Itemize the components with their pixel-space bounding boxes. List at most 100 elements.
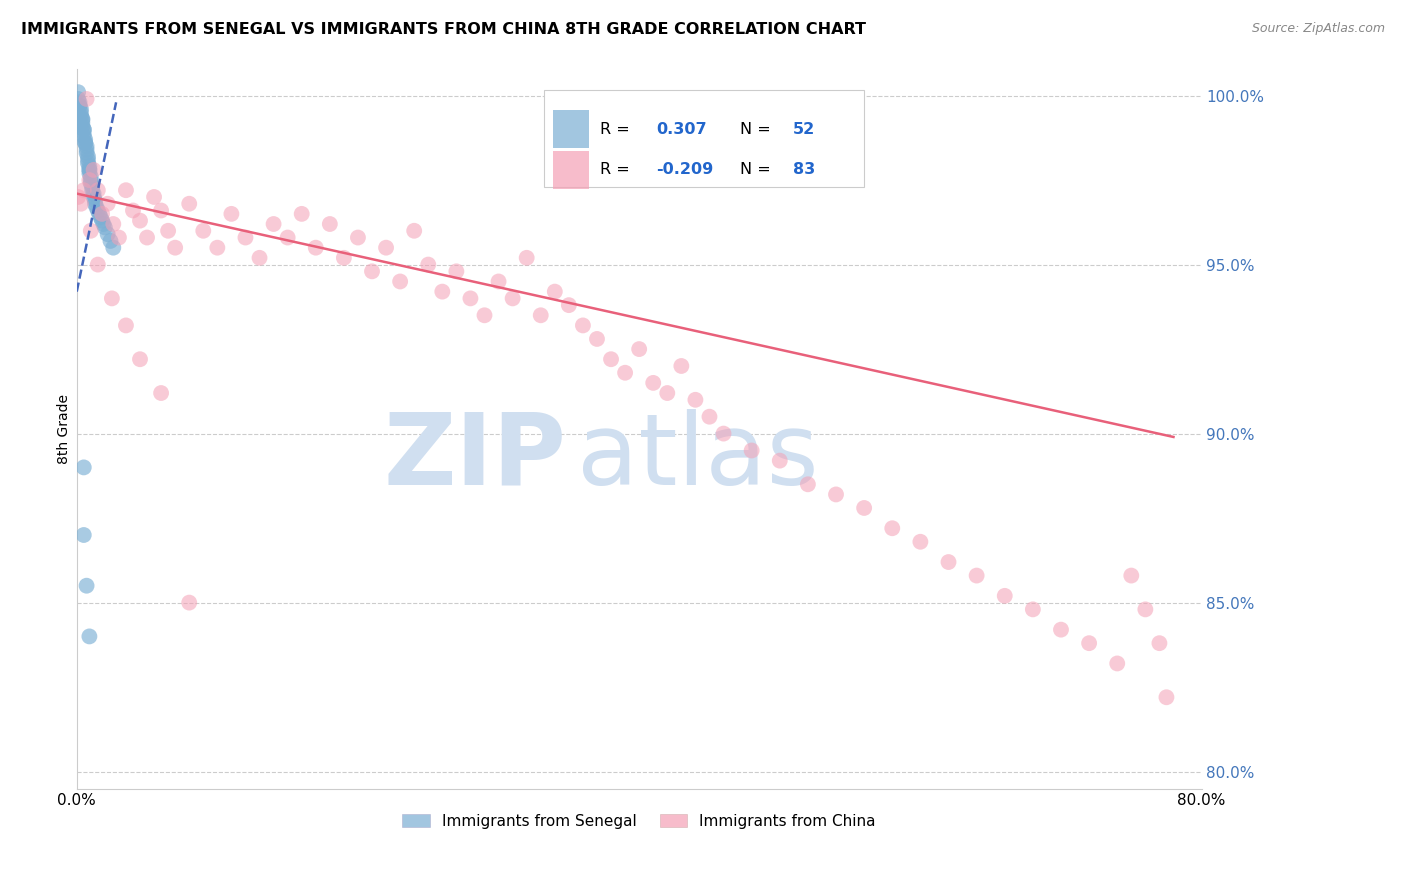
Point (938, 555, 960, 569)
Point (77, 149, 100, 163)
Point (91, 207, 114, 221)
Point (70, 105, 93, 120)
Point (277, 230, 299, 244)
Point (966, 568, 988, 582)
Point (87, 183, 110, 197)
Point (103, 241, 125, 255)
Point (671, 359, 693, 373)
Point (136, 230, 159, 244)
Point (70, 196, 93, 211)
Point (84, 194, 107, 208)
Point (91, 213, 114, 227)
Point (84, 196, 107, 211)
Point (75, 136, 97, 150)
Point (86, 200, 108, 214)
Point (70, 102, 93, 116)
FancyBboxPatch shape (544, 90, 865, 187)
Point (73, 183, 96, 197)
Point (72, 115, 94, 129)
Point (72, 112, 94, 127)
Point (699, 409, 721, 424)
Point (80, 173, 103, 187)
FancyBboxPatch shape (553, 151, 589, 188)
Point (1078, 636, 1101, 650)
Point (544, 285, 567, 299)
Point (207, 241, 229, 255)
Point (614, 366, 637, 380)
Point (90, 211, 112, 225)
Point (516, 251, 538, 265)
Point (713, 426, 735, 441)
Point (825, 487, 848, 501)
Point (115, 183, 138, 197)
Point (87, 258, 110, 272)
Point (76, 143, 98, 157)
Point (1121, 568, 1143, 582)
Point (103, 217, 125, 231)
Point (333, 251, 356, 265)
Point (93, 217, 115, 231)
Text: ZIP: ZIP (384, 409, 567, 506)
Text: N =: N = (741, 162, 776, 178)
Point (87, 203, 110, 218)
Point (97, 196, 120, 211)
Point (79, 166, 101, 180)
Point (375, 241, 398, 255)
Text: atlas: atlas (578, 409, 818, 506)
FancyBboxPatch shape (553, 111, 589, 148)
Point (741, 443, 763, 458)
Point (80, 177, 103, 191)
Point (502, 292, 524, 306)
Point (1107, 657, 1129, 671)
Point (72, 112, 94, 127)
Point (150, 203, 173, 218)
Point (79, 163, 101, 178)
Point (73, 126, 96, 140)
Point (685, 392, 707, 407)
Point (67, 92, 90, 106)
Point (319, 217, 342, 231)
Legend: Immigrants from Senegal, Immigrants from China: Immigrants from Senegal, Immigrants from… (396, 807, 882, 835)
Point (122, 203, 145, 218)
Point (797, 477, 820, 491)
Point (235, 230, 257, 244)
Point (67, 190, 90, 204)
Point (79, 173, 101, 187)
Point (73, 129, 96, 144)
Point (82, 183, 104, 197)
Point (600, 352, 623, 367)
Point (305, 241, 328, 255)
Text: Source: ZipAtlas.com: Source: ZipAtlas.com (1251, 22, 1385, 36)
Point (76, 92, 98, 106)
Point (76, 139, 98, 153)
Point (89, 207, 111, 221)
Point (418, 258, 440, 272)
Point (488, 275, 510, 289)
Point (657, 386, 679, 401)
Point (994, 589, 1017, 603)
Point (446, 264, 468, 278)
Point (1156, 690, 1178, 705)
Point (129, 213, 152, 227)
Point (769, 453, 792, 467)
Point (572, 318, 595, 333)
Point (69, 95, 91, 110)
Point (69, 99, 91, 113)
Point (1050, 623, 1073, 637)
Point (143, 190, 166, 204)
Point (361, 264, 384, 278)
Point (79, 629, 101, 643)
Point (853, 500, 876, 515)
Point (115, 318, 138, 333)
Point (389, 275, 412, 289)
Point (193, 224, 215, 238)
Point (80, 169, 103, 184)
Point (643, 376, 665, 390)
Point (75, 132, 97, 146)
Text: R =: R = (600, 162, 634, 178)
Point (432, 285, 454, 299)
Text: N =: N = (741, 121, 776, 136)
Point (83, 186, 105, 201)
Point (165, 241, 187, 255)
Point (179, 196, 201, 211)
